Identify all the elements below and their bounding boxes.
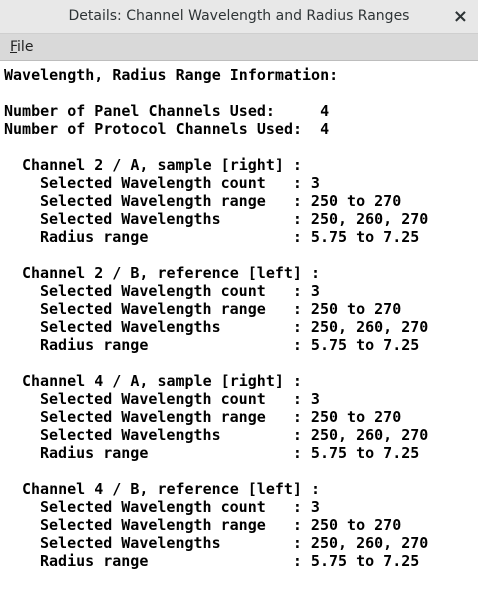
channel-line: Selected Wavelength range : 250 to 270 (40, 192, 402, 210)
heading: Wavelength, Radius Range Information: (4, 66, 339, 84)
channel-line: Selected Wavelengths : 250, 260, 270 (40, 426, 429, 444)
channel-line: Selected Wavelength count : 3 (40, 174, 320, 192)
channel-line: Selected Wavelength count : 3 (40, 498, 320, 516)
title-bar: Details: Channel Wavelength and Radius R… (0, 0, 478, 34)
channel-line: Selected Wavelengths : 250, 260, 270 (40, 210, 429, 228)
window-title: Details: Channel Wavelength and Radius R… (68, 8, 410, 24)
summary-line: Number of Panel Channels Used: 4 (4, 102, 330, 120)
menu-item[interactable]: File (10, 39, 34, 55)
channel-header: Channel 2 / A, sample [right] : (22, 156, 302, 174)
channel-header: Channel 2 / B, reference [left] : (22, 264, 321, 282)
channel-line: Selected Wavelength range : 250 to 270 (40, 408, 402, 426)
channel-header: Channel 4 / B, reference [left] : (22, 480, 321, 498)
channel-line: Radius range : 5.75 to 7.25 (40, 336, 420, 354)
channel-line: Selected Wavelengths : 250, 260, 270 (40, 534, 429, 552)
channel-line: Selected Wavelength count : 3 (40, 282, 320, 300)
summary-line: Number of Protocol Channels Used: 4 (4, 120, 330, 138)
channel-line: Radius range : 5.75 to 7.25 (40, 552, 420, 570)
channel-line: Selected Wavelength range : 250 to 270 (40, 300, 402, 318)
details-text: Wavelength, Radius Range Information: Num… (4, 66, 474, 570)
channel-line: Selected Wavelength range : 250 to 270 (40, 516, 402, 534)
close-button[interactable]: × (452, 6, 468, 27)
menu-bar: File (0, 34, 478, 61)
channel-line: Radius range : 5.75 to 7.25 (40, 444, 420, 462)
channel-line: Selected Wavelength count : 3 (40, 390, 320, 408)
channel-header: Channel 4 / A, sample [right] : (22, 372, 302, 390)
channel-line: Radius range : 5.75 to 7.25 (40, 228, 420, 246)
channel-line: Selected Wavelengths : 250, 260, 270 (40, 318, 429, 336)
